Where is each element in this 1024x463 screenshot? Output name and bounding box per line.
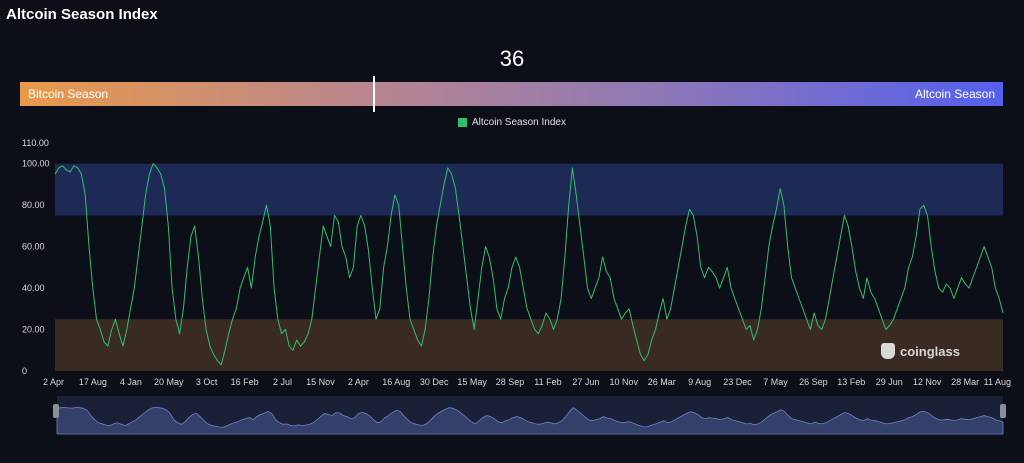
x-tick-label: 28 Mar	[951, 377, 979, 387]
bitcoin-season-band	[55, 319, 1003, 371]
index-value: 36	[499, 46, 525, 71]
x-tick-label: 3 Oct	[196, 377, 218, 387]
x-tick-label: 26 Mar	[648, 377, 676, 387]
x-tick-label: 20 May	[154, 377, 184, 387]
x-tick-label: 23 Dec	[723, 377, 752, 387]
y-tick-label: 40.00	[22, 283, 45, 293]
season-gauge-bar: Bitcoin Season Altcoin Season	[20, 76, 1003, 112]
x-tick-label: 11 Aug	[984, 377, 1011, 387]
coinglass-watermark-text: coinglass	[900, 343, 960, 359]
x-tick-label: 16 Aug	[382, 377, 410, 387]
navigator-handle-left[interactable]	[53, 404, 59, 418]
x-tick-label: 10 Nov	[610, 377, 639, 387]
x-tick-label: 4 Jan	[120, 377, 142, 387]
legend-label: Altcoin Season Index	[472, 117, 566, 128]
x-tick-label: 9 Aug	[688, 377, 711, 387]
page-title: Altcoin Season Index	[6, 6, 158, 23]
legend-swatch	[458, 118, 468, 127]
season-gauge-marker	[372, 76, 375, 112]
navigator-area	[56, 406, 1004, 435]
x-tick-label: 13 Feb	[837, 377, 865, 387]
bitcoin-season-label: Bitcoin Season	[28, 87, 109, 101]
navigator-handle-right[interactable]	[1000, 404, 1006, 418]
y-tick-label: 60.00	[22, 242, 45, 252]
y-tick-label: 100.00	[22, 159, 50, 169]
altcoin-season-label: Altcoin Season	[914, 87, 995, 101]
altcoin-season-band	[55, 163, 1003, 216]
x-tick-label: 16 Feb	[231, 377, 259, 387]
x-tick-label: 27 Jun	[572, 377, 599, 387]
x-tick-label: 11 Feb	[534, 377, 561, 387]
coinglass-watermark: coinglass	[881, 343, 960, 359]
x-tick-label: 28 Sep	[496, 377, 525, 387]
coinglass-logo-icon	[881, 343, 895, 359]
x-tick-label: 2 Apr	[43, 377, 64, 387]
chart-legend[interactable]: Altcoin Season Index	[0, 117, 1024, 128]
x-tick-label: 26 Sep	[799, 377, 828, 387]
x-tick-label: 15 Nov	[306, 377, 335, 387]
x-tick-label: 30 Dec	[420, 377, 449, 387]
x-tick-label: 29 Jun	[876, 377, 903, 387]
x-tick-label: 15 May	[457, 377, 487, 387]
series-line-altcoin-season-index	[54, 163, 1004, 366]
y-tick-label: 0	[22, 366, 27, 376]
x-tick-label: 2 Apr	[348, 377, 369, 387]
x-tick-label: 2 Jul	[273, 377, 292, 387]
y-tick-label: 80.00	[22, 200, 45, 210]
x-tick-label: 7 May	[763, 377, 788, 387]
y-tick-label: 20.00	[22, 325, 45, 335]
x-tick-label: 17 Aug	[79, 377, 107, 387]
x-tick-label: 12 Nov	[913, 377, 942, 387]
y-tick-label: 110.00	[22, 138, 49, 148]
